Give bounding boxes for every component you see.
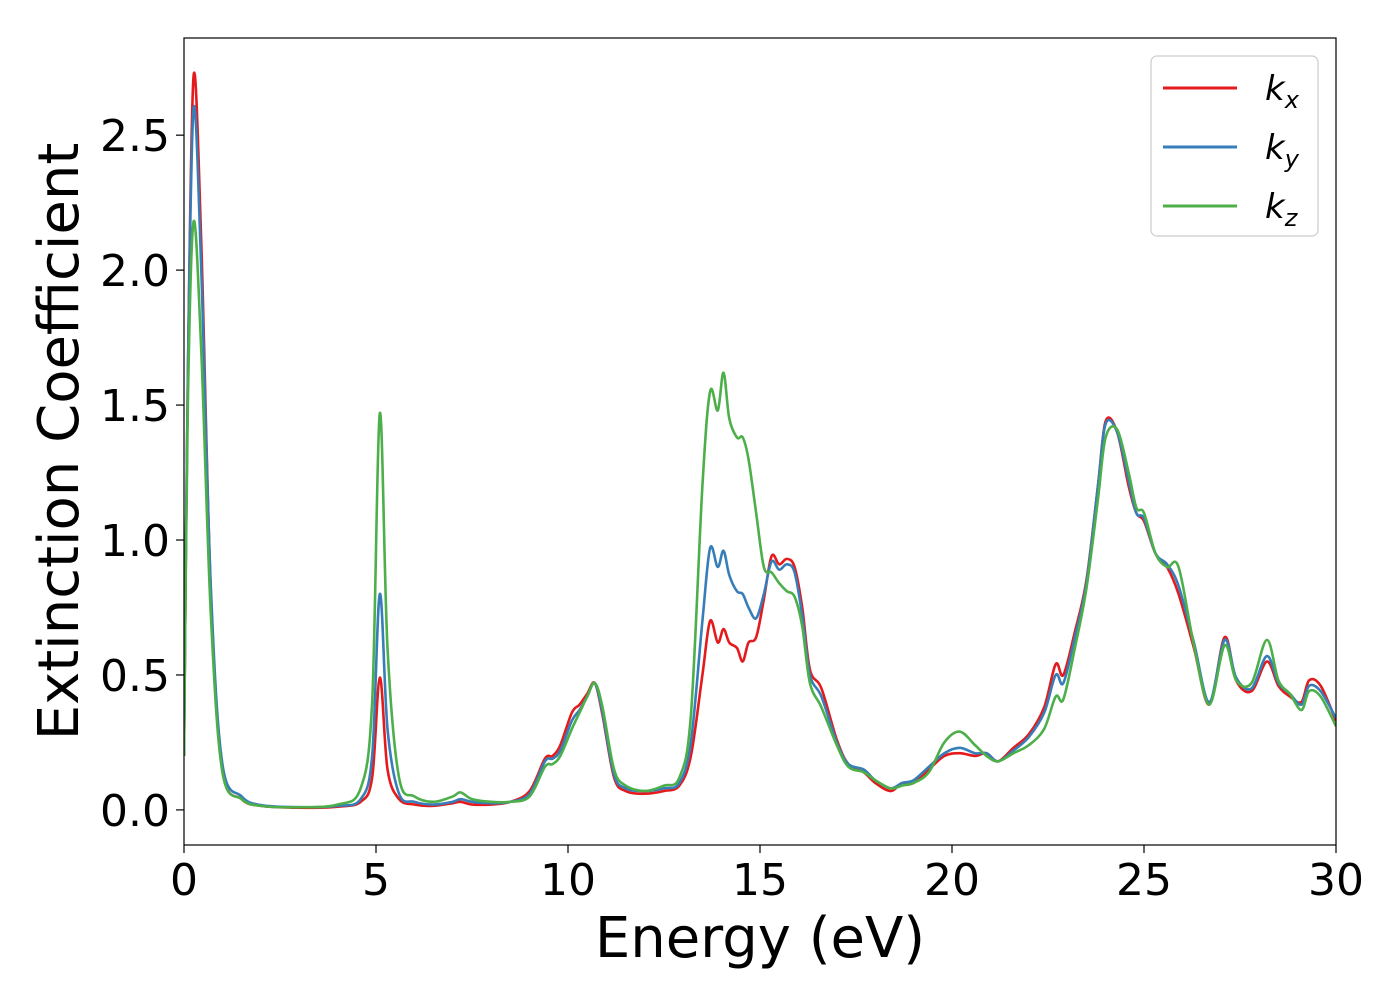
legend-label-kz: kz — [1265, 187, 1299, 232]
x-tick-label: 10 — [540, 855, 596, 906]
legend-label-ky: ky — [1265, 128, 1300, 173]
series-line-kz — [184, 219, 1336, 809]
y-tick-label: 0.0 — [100, 786, 170, 837]
x-tick-label: 0 — [170, 855, 198, 906]
y-axis-label: Extinction Coefficient — [27, 143, 92, 741]
y-tick-label: 2.0 — [100, 246, 170, 297]
y-tick-label: 1.0 — [100, 516, 170, 567]
legend-label-kx: kx — [1265, 69, 1300, 114]
y-tick-label: 0.5 — [100, 651, 170, 702]
x-tick-label: 5 — [362, 855, 390, 906]
y-tick-label: 1.5 — [100, 381, 170, 432]
x-tick-label: 30 — [1308, 855, 1364, 906]
x-tick-label: 15 — [732, 855, 788, 906]
plot-area — [184, 71, 1336, 810]
axis-ticks: 0 5 10 15 20 25 30 0.0 0.5 1.0 1.5 2.0 2.5 — [100, 111, 1364, 906]
series-line-ky — [184, 104, 1336, 809]
x-tick-label: 20 — [924, 855, 980, 906]
x-tick-label: 25 — [1116, 855, 1172, 906]
y-tick-label: 2.5 — [100, 111, 170, 162]
x-axis-label: Energy (eV) — [595, 906, 925, 971]
legend: kx ky kz — [1150, 55, 1319, 237]
